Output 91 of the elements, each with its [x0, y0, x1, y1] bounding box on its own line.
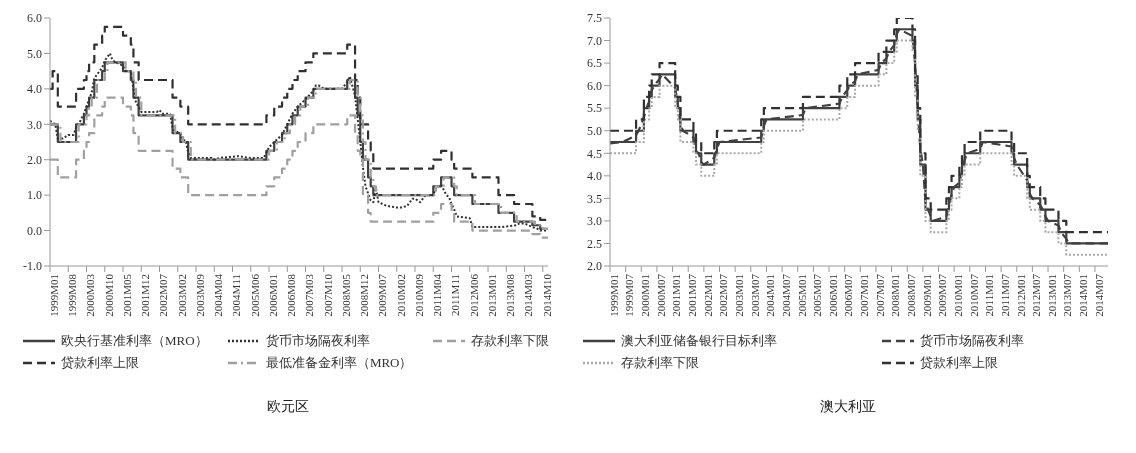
x-tick-label: 2010M02	[394, 274, 407, 317]
x-tick-label: 2005M06	[248, 273, 261, 317]
y-tick-label: 6.5	[587, 56, 602, 71]
x-tick-label: 2005M07	[811, 273, 824, 317]
y-tick-label: 5.0	[27, 46, 42, 61]
x-tick-label: 2000M07	[654, 273, 667, 317]
x-tick-label: 2008M12	[358, 274, 371, 317]
x-tick-label: 2008M01	[889, 274, 902, 317]
x-tick-label: 2000M01	[639, 274, 652, 317]
x-tick-label: 2002M07	[717, 273, 730, 317]
y-tick-label: 3.0	[587, 214, 602, 229]
x-tick-label: 2014M07	[1092, 273, 1105, 317]
y-tick-label: 7.5	[587, 11, 602, 26]
y-tick-label: 2.0	[587, 259, 602, 274]
x-tick-label: 2003M01	[732, 274, 745, 317]
legend-label: 最低准备金利率（MRO）	[265, 354, 413, 372]
y-tick-label: 4.0	[587, 169, 602, 184]
x-tick-label: 2007M03	[303, 273, 316, 317]
x-tick-label: 2014M03	[522, 273, 535, 317]
x-tick-label: 2010M07	[967, 273, 980, 317]
x-tick-label: 2011M11	[449, 274, 462, 316]
x-tick-label: 2004M01	[764, 274, 777, 317]
x-tick-label: 2013M01	[485, 274, 498, 317]
x-tick-label: 2001M05	[120, 273, 133, 317]
y-tick-label: 2.0	[27, 152, 42, 167]
x-tick-label: 2006M08	[285, 273, 298, 317]
x-tick-label: 2012M07	[1030, 273, 1043, 317]
legend-label: 澳大利亚储备银行目标利率	[621, 332, 777, 350]
legend-label: 货币市场隔夜利率	[265, 332, 370, 350]
x-tick-label: 1999M01	[607, 274, 620, 317]
x-tick-label: 2011M04	[431, 273, 444, 317]
x-tick-label: 2012M06	[467, 273, 480, 317]
y-tick-label: 2.5	[587, 236, 602, 251]
x-tick-label: 2009M01	[920, 274, 933, 317]
x-tick-label: 2000M10	[102, 273, 115, 317]
y-tick-label: 1.0	[27, 188, 42, 203]
x-tick-label: 2011M07	[998, 273, 1011, 317]
x-tick-label: 2003M07	[748, 273, 761, 317]
legend-label: 存款利率下限	[470, 332, 549, 350]
y-tick-label: 4.0	[27, 82, 42, 97]
x-tick-label: 2008M05	[339, 273, 352, 317]
x-tick-label: 2006M01	[826, 274, 839, 317]
x-tick-label: 2012M01	[1014, 274, 1027, 317]
legend-label: 货币市场隔夜利率	[920, 332, 1024, 350]
x-tick-label: 2004M07	[779, 273, 792, 317]
legend-label: 欧央行基准利率（MRO）	[61, 332, 208, 350]
x-tick-label: 2001M12	[139, 274, 152, 317]
x-tick-label: 2003M02	[175, 274, 188, 317]
x-tick-label: 2000M03	[84, 273, 97, 317]
text: 澳大利亚	[819, 398, 877, 416]
x-tick-label: 2014M10	[540, 273, 553, 317]
x-tick-label: 2006M07	[842, 273, 855, 317]
x-tick-label: 2007M10	[321, 273, 334, 317]
x-tick-label: 2007M01	[858, 274, 871, 317]
x-tick-label: 2011M01	[983, 274, 996, 317]
x-tick-label: 1999M08	[66, 273, 79, 317]
x-tick-label: 2007M07	[873, 273, 886, 317]
x-tick-label: 2009M07	[376, 273, 389, 317]
x-tick-label: 2003M09	[193, 273, 206, 317]
x-tick-label: 2013M07	[1061, 273, 1074, 317]
x-tick-label: 1999M07	[623, 273, 636, 317]
y-tick-label: 7.0	[587, 33, 602, 48]
x-tick-label: 2001M07	[686, 273, 699, 317]
x-tick-label: 2008M07	[905, 273, 918, 317]
x-tick-label: 2010M09	[412, 273, 425, 317]
x-tick-label: 2001M01	[670, 274, 683, 317]
x-tick-label: 2013M01	[1045, 274, 1058, 317]
x-tick-label: 2004M11	[230, 274, 243, 317]
y-tick-label: 6.0	[27, 11, 42, 26]
y-tick-label: 4.5	[587, 146, 602, 161]
text: 欧元区	[266, 398, 310, 416]
x-tick-label: 1999M01	[47, 274, 60, 317]
y-tick-label: 5.5	[587, 101, 602, 116]
y-tick-label: 3.5	[587, 191, 602, 206]
legend-label: 贷款利率上限	[920, 354, 998, 372]
y-tick-label: 0.0	[27, 223, 42, 238]
y-tick-label: 6.0	[587, 78, 602, 93]
x-tick-label: 2010M01	[951, 274, 964, 317]
y-tick-label: -1.0	[23, 259, 42, 274]
legend-label: 存款利率下限	[621, 354, 699, 372]
x-tick-label: 2006M01	[266, 274, 279, 317]
x-tick-label: 2014M01	[1077, 274, 1090, 317]
x-tick-label: 2005M01	[795, 274, 808, 317]
x-tick-label: 2002M01	[701, 274, 714, 317]
y-tick-label: 3.0	[27, 117, 42, 132]
x-tick-label: 2002M07	[157, 273, 170, 317]
x-tick-label: 2009M07	[936, 273, 949, 317]
x-tick-label: 2004M04	[212, 273, 225, 317]
y-tick-label: 5.0	[587, 123, 602, 138]
x-tick-label: 2013M08	[504, 273, 517, 317]
legend-label: 贷款利率上限	[61, 354, 139, 372]
